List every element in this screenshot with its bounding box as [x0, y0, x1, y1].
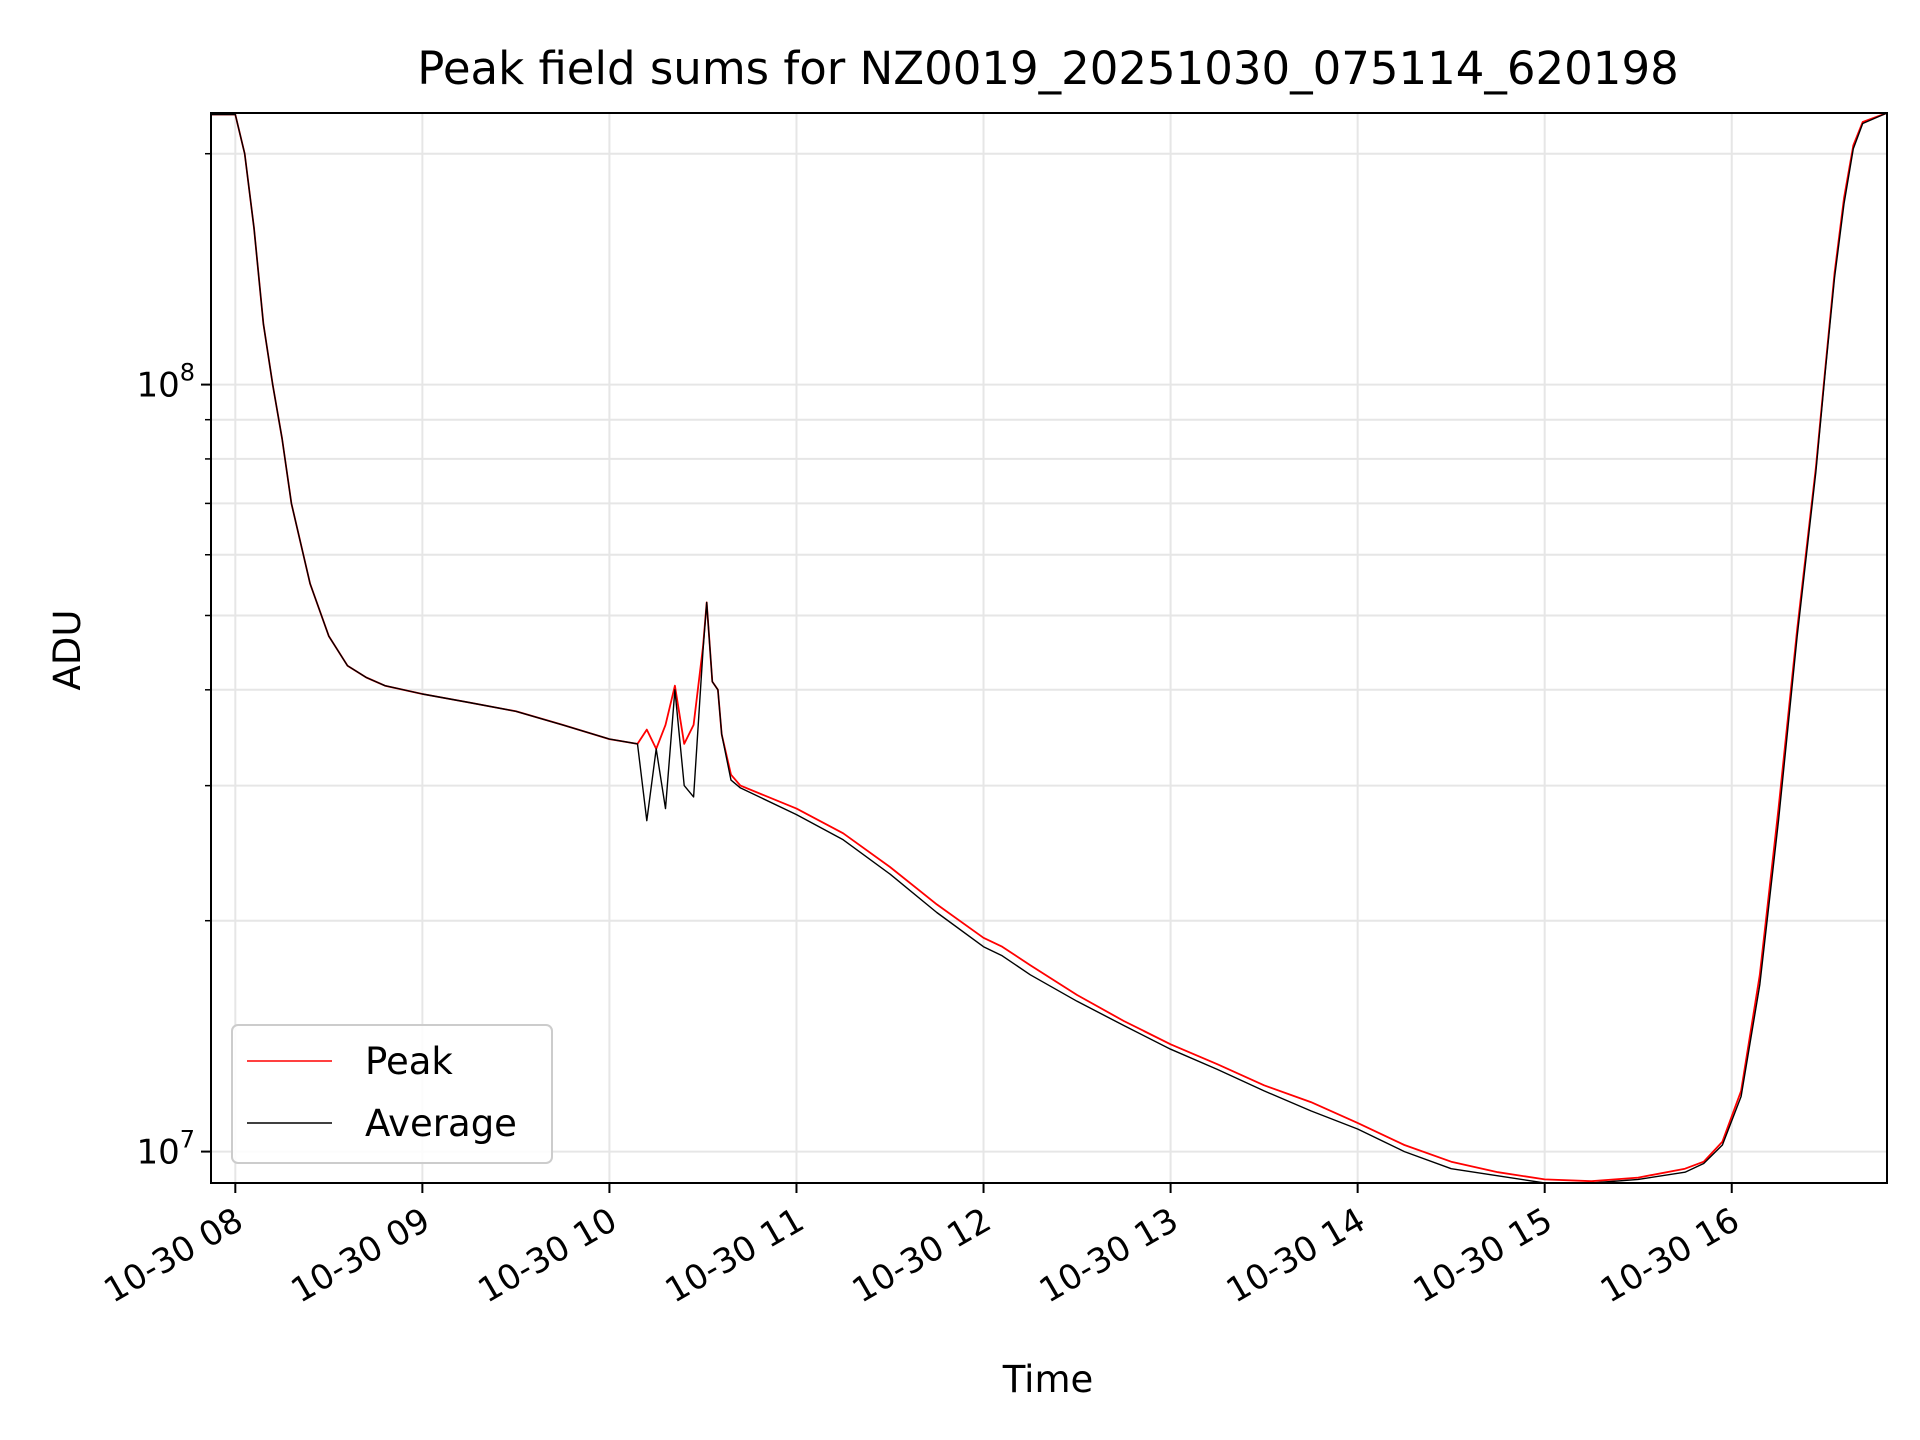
grid-layer [211, 113, 1887, 1183]
chart-title: Peak field sums for NZ0019_20251030_0751… [417, 42, 1678, 95]
legend-box [231, 1024, 553, 1164]
legend-peak-label: Peak [365, 1040, 453, 1083]
plot-frame [210, 112, 1888, 1184]
y-tick-label: 107 [136, 1126, 195, 1173]
y-tick-label: 108 [136, 359, 195, 406]
y-tick-exponent: 7 [180, 1126, 195, 1154]
series-layer [211, 112, 1888, 1184]
legend-average-label: Average [365, 1102, 517, 1145]
y-axis-label: ADU [46, 610, 89, 691]
legend: Peak Average [231, 1024, 553, 1164]
series-line-average [211, 112, 1888, 1184]
x-axis-label: Time [1002, 1358, 1094, 1401]
y-tick-base: 10 [136, 366, 179, 406]
y-tick-base: 10 [136, 1133, 179, 1173]
y-tick-exponent: 8 [180, 359, 195, 387]
